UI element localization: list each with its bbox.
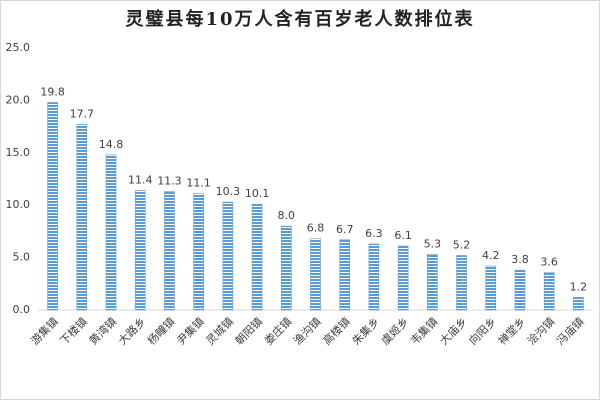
data-label: 5.3 xyxy=(424,237,442,250)
y-tick-label: 20.0 xyxy=(6,93,31,106)
data-label: 14.8 xyxy=(99,138,124,151)
data-label: 4.2 xyxy=(482,249,500,262)
data-label: 11.1 xyxy=(186,177,211,190)
data-label: 6.7 xyxy=(336,223,354,236)
bar xyxy=(164,191,175,311)
bar xyxy=(397,245,409,311)
y-tick-label: 0.0 xyxy=(13,303,31,316)
data-label: 11.4 xyxy=(128,174,153,187)
bar xyxy=(514,269,526,311)
data-label: 3.6 xyxy=(540,255,558,268)
bar xyxy=(310,238,321,311)
data-label: 3.8 xyxy=(511,253,529,266)
data-label: 6.1 xyxy=(394,229,412,242)
data-label: 8.0 xyxy=(278,209,296,222)
bar xyxy=(427,254,438,311)
chart-title: 灵璧县每10万人含有百岁老人数排位表 xyxy=(125,8,474,30)
y-tick-label: 10.0 xyxy=(6,198,31,211)
bar xyxy=(47,102,58,311)
y-tick-label: 5.0 xyxy=(13,251,31,264)
bar xyxy=(339,239,351,311)
data-label: 10.3 xyxy=(216,185,241,198)
bar xyxy=(456,255,467,311)
data-label: 5.2 xyxy=(453,239,471,252)
bar xyxy=(573,297,584,311)
data-label: 6.8 xyxy=(307,222,325,235)
data-label: 17.7 xyxy=(70,108,95,121)
bar xyxy=(105,154,117,311)
y-tick-label: 25.0 xyxy=(6,41,31,54)
data-label: 6.3 xyxy=(365,227,383,240)
bar xyxy=(76,124,88,311)
data-label: 19.8 xyxy=(40,85,65,98)
data-label: 11.3 xyxy=(157,175,182,188)
data-label: 10.1 xyxy=(245,187,270,200)
bar xyxy=(134,190,146,311)
bar xyxy=(543,271,555,311)
bar xyxy=(280,225,292,311)
data-label: 1.2 xyxy=(570,280,588,293)
bar xyxy=(368,243,380,311)
bar xyxy=(222,201,234,311)
bar xyxy=(193,193,204,311)
bar xyxy=(485,265,497,311)
y-tick-label: 15.0 xyxy=(6,146,31,159)
bar xyxy=(251,203,263,311)
